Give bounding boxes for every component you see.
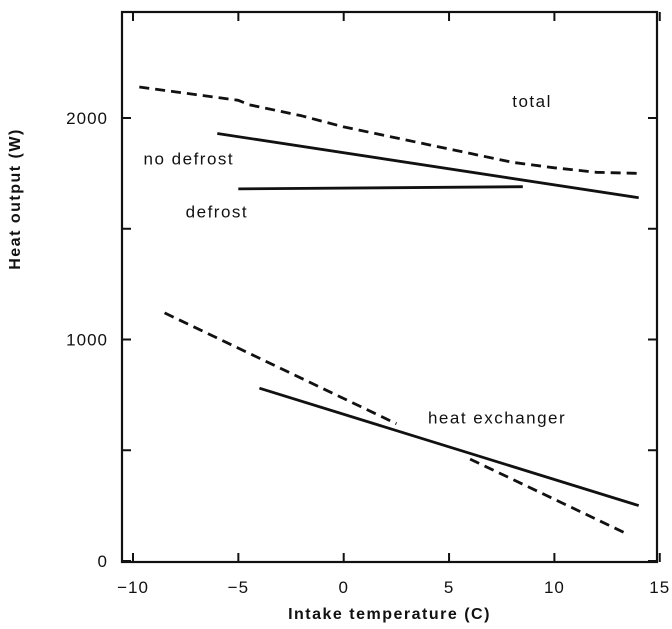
y-tick-label: 2000	[66, 109, 108, 128]
x-tick-label: −5	[228, 578, 249, 597]
annotation-label: no defrost	[144, 150, 235, 169]
x-tick-label: −10	[117, 578, 149, 597]
x-tick-label: 15	[649, 578, 670, 597]
series-line-2	[217, 132, 639, 200]
annotation-label: heat exchanger	[428, 409, 566, 428]
series-line-5	[258, 386, 640, 507]
annotation-label: defrost	[186, 203, 248, 222]
y-tick-label: 1000	[66, 331, 108, 350]
x-tick-label: 0	[338, 578, 348, 597]
x-tick-label: 10	[544, 578, 565, 597]
y-axis-title: Heat output (W)	[7, 128, 24, 270]
x-axis-title: Intake temperature (C)	[288, 606, 491, 623]
series-line-3	[238, 185, 523, 191]
series-line-6	[469, 457, 629, 536]
series-line-4	[163, 311, 398, 425]
x-tick-label: 5	[444, 578, 454, 597]
plot-frame	[120, 10, 659, 564]
series-line-1	[139, 85, 639, 175]
annotation-label: total	[512, 92, 552, 111]
y-tick-label: 0	[98, 552, 108, 571]
